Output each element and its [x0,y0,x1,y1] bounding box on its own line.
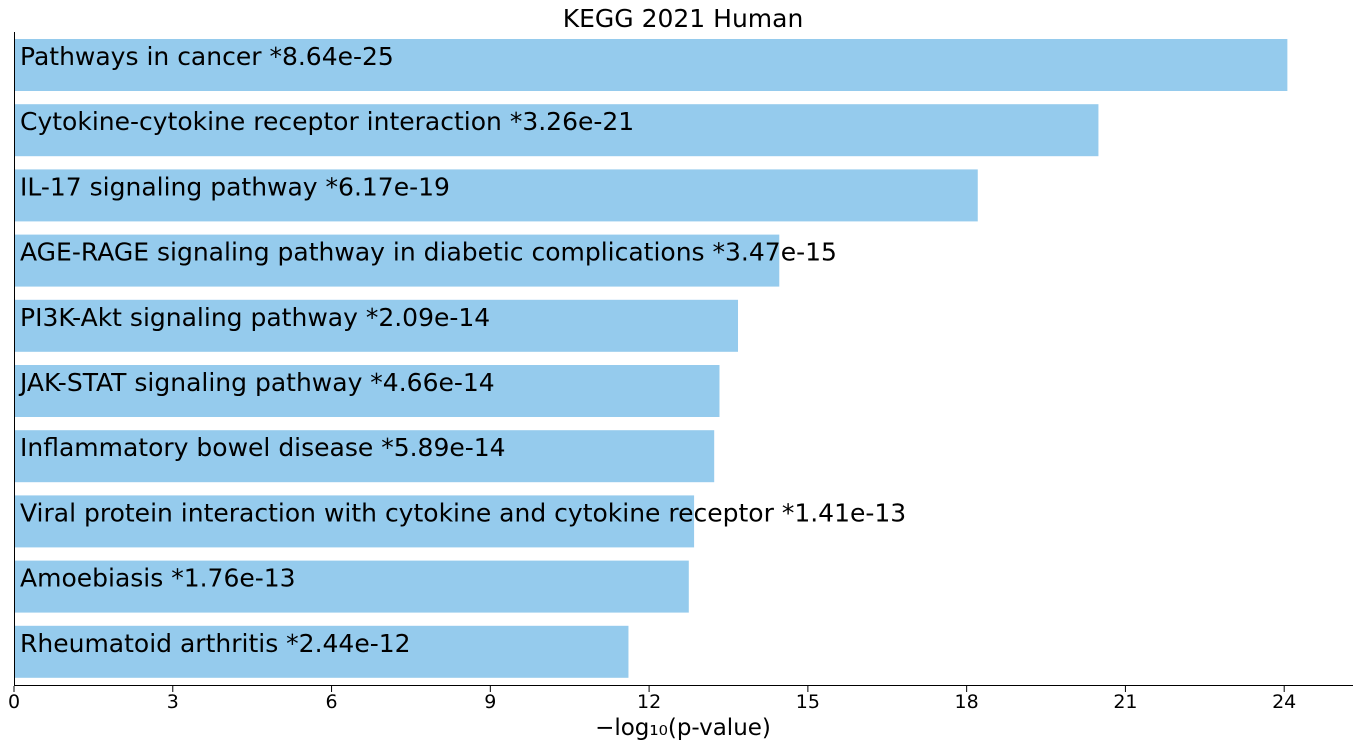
bar-label: Pathways in cancer *8.64e-25 [20,42,394,71]
x-ticks-group: 0 3 6 9 12 15 18 21 24 [8,686,1296,713]
bar-label: IL-17 signaling pathway *6.17e-19 [20,172,450,201]
bar [14,169,978,222]
x-tick-label: 15 [796,691,820,713]
x-tick-label: 24 [1272,691,1296,713]
bar [14,625,629,678]
bar [14,39,1288,91]
bar-label: JAK-STAT signaling pathway *4.66e-14 [18,368,495,397]
bar-label: Cytokine-cytokine receptor interaction *… [20,107,634,136]
bar [14,299,739,352]
x-tick-label: 0 [8,691,20,713]
bar [14,104,1099,157]
x-tick-label: 9 [484,691,496,713]
bar-label: Rheumatoid arthritis *2.44e-12 [20,629,411,658]
bar [14,495,695,548]
bar-label: PI3K-Akt signaling pathway *2.09e-14 [20,303,490,332]
x-tick-label: 3 [167,691,179,713]
bar [14,365,720,417]
x-tick-label: 21 [1113,691,1137,713]
bar-label: Amoebiasis *1.76e-13 [20,564,296,593]
x-axis-label: −log₁₀(p-value) [595,715,771,741]
bar-label: AGE-RAGE signaling pathway in diabetic c… [20,238,837,267]
chart-title: KEGG 2021 Human [563,4,804,33]
bar-labels-group: Pathways in cancer *8.64e-25 Cytokine-cyt… [18,42,906,658]
bar-label: Viral protein interaction with cytokine … [20,498,906,527]
bars-group [14,39,1288,678]
bar [14,560,689,613]
bar [14,234,780,287]
x-tick-label: 6 [326,691,338,713]
bar [14,430,715,483]
bar-label: Inflammatory bowel disease *5.89e-14 [20,433,506,462]
x-tick-label: 12 [637,691,661,713]
x-tick-label: 18 [955,691,979,713]
